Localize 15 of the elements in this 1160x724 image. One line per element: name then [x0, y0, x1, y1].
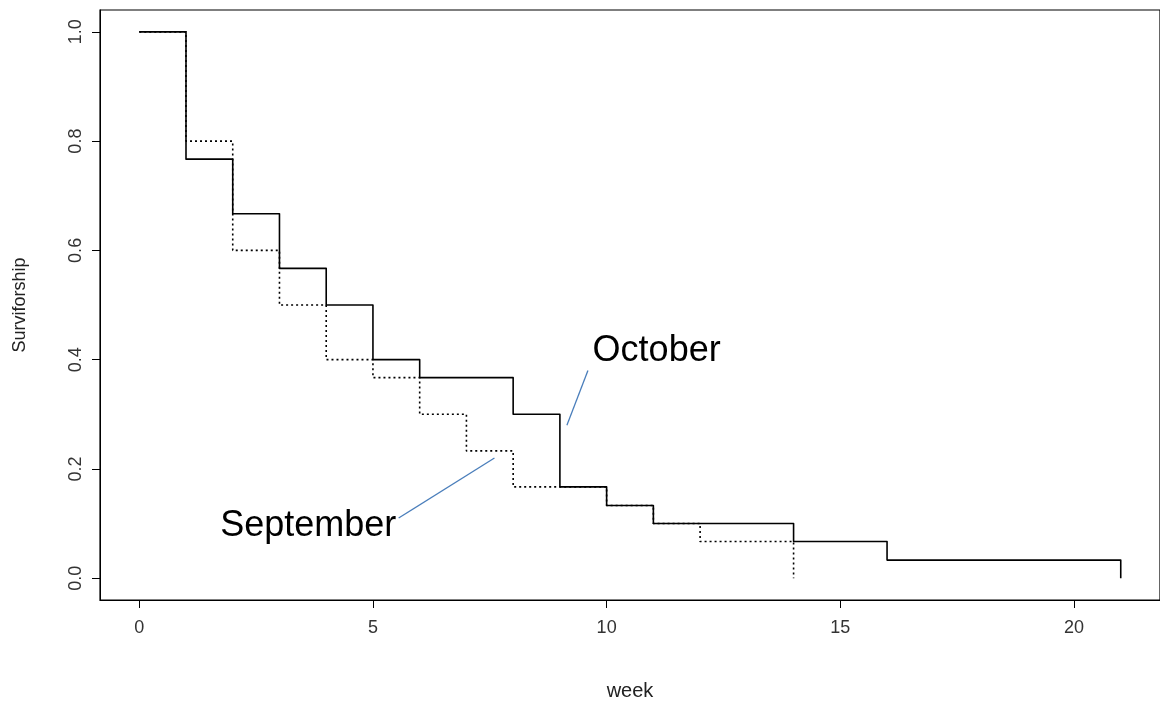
- x-tick-label: 5: [367, 617, 378, 637]
- series-label: October: [592, 328, 721, 370]
- y-tick-label: 0.8: [65, 128, 85, 154]
- x-tick-label: 10: [596, 617, 617, 637]
- y-tick-label: 0.2: [65, 456, 85, 482]
- x-axis-title: week: [605, 679, 655, 701]
- x-tick-label: 15: [830, 617, 851, 637]
- y-tick-label: 0.4: [65, 347, 85, 373]
- y-axis-title: Surviforship: [9, 257, 29, 353]
- y-tick-label: 0.0: [65, 565, 85, 591]
- text: September: [220, 503, 397, 545]
- x-tick-label: 0: [134, 617, 145, 637]
- y-tick-label: 0.6: [65, 237, 85, 263]
- y-tick-label: 1.0: [65, 19, 85, 45]
- x-tick-label: 20: [1063, 617, 1085, 637]
